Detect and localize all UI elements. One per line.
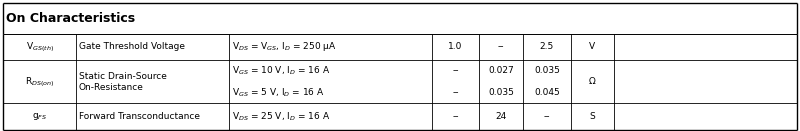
Text: g$_{FS}$: g$_{FS}$	[32, 111, 47, 122]
Text: Gate Threshold Voltage: Gate Threshold Voltage	[78, 42, 185, 51]
Text: --: --	[452, 66, 459, 75]
Text: --: --	[452, 88, 459, 97]
Text: V$_{GS}$ = 10 V, I$_{D}$ = 16 A: V$_{GS}$ = 10 V, I$_{D}$ = 16 A	[232, 65, 330, 77]
Text: V$_{GS(th)}$: V$_{GS(th)}$	[26, 40, 54, 54]
Text: S: S	[590, 112, 595, 121]
Text: --: --	[543, 112, 550, 121]
Text: 2.5: 2.5	[540, 42, 554, 51]
Text: 0.035: 0.035	[534, 66, 560, 75]
Text: 0.045: 0.045	[534, 88, 560, 97]
Text: 1.0: 1.0	[448, 42, 462, 51]
Text: 0.035: 0.035	[488, 88, 514, 97]
Text: V$_{DS}$ = 25 V, I$_{D}$ = 16 A: V$_{DS}$ = 25 V, I$_{D}$ = 16 A	[232, 110, 330, 123]
Text: Ω: Ω	[589, 77, 596, 86]
Text: Forward Transconductance: Forward Transconductance	[78, 112, 200, 121]
Text: 24: 24	[495, 112, 507, 121]
Text: 0.027: 0.027	[488, 66, 514, 75]
Text: Static Drain-Source
On-Resistance: Static Drain-Source On-Resistance	[78, 72, 166, 92]
Text: R$_{DS(on)}$: R$_{DS(on)}$	[25, 75, 54, 89]
Text: V$_{DS}$ = V$_{GS}$, I$_{D}$ = 250 μA: V$_{DS}$ = V$_{GS}$, I$_{D}$ = 250 μA	[232, 40, 337, 53]
Text: V$_{GS}$ = 5 V, I$_{D}$ = 16 A: V$_{GS}$ = 5 V, I$_{D}$ = 16 A	[232, 86, 324, 99]
Text: --: --	[452, 112, 459, 121]
Text: On Characteristics: On Characteristics	[6, 12, 135, 25]
Text: --: --	[498, 42, 505, 51]
Text: V: V	[590, 42, 595, 51]
